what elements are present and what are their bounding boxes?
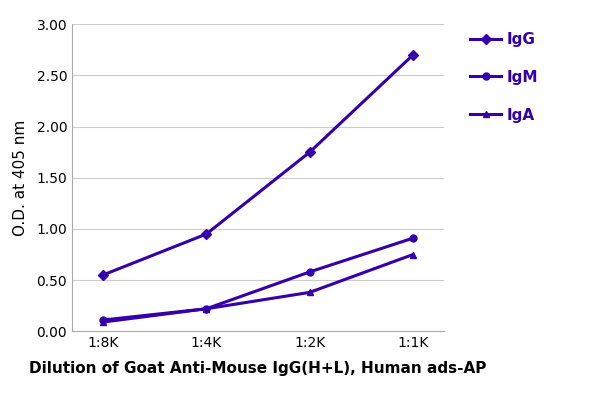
IgG <box>306 150 313 155</box>
Y-axis label: O.D. at 405 nm: O.D. at 405 nm <box>13 120 28 236</box>
IgA <box>100 320 107 324</box>
IgM <box>409 236 416 240</box>
Line: IgM: IgM <box>100 235 416 324</box>
IgA <box>409 252 416 257</box>
IgA <box>306 290 313 295</box>
IgG <box>100 273 107 278</box>
IgM <box>306 269 313 274</box>
IgM <box>100 318 107 322</box>
Line: IgG: IgG <box>100 51 416 278</box>
IgA <box>203 306 210 311</box>
Legend: IgG, IgM, IgA: IgG, IgM, IgA <box>470 32 538 123</box>
IgG <box>203 231 210 236</box>
IgG <box>409 53 416 57</box>
Line: IgA: IgA <box>100 251 416 326</box>
X-axis label: Dilution of Goat Anti-Mouse IgG(H+L), Human ads-AP: Dilution of Goat Anti-Mouse IgG(H+L), Hu… <box>29 361 487 376</box>
IgM <box>203 306 210 311</box>
